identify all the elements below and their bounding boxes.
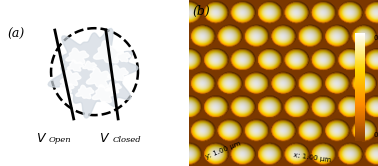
- Text: Closed: Closed: [113, 136, 141, 144]
- Text: (a): (a): [8, 28, 25, 41]
- Text: y: 1.00 μm: y: 1.00 μm: [204, 141, 242, 160]
- Polygon shape: [108, 65, 128, 81]
- Polygon shape: [60, 70, 81, 85]
- Polygon shape: [83, 61, 96, 70]
- Polygon shape: [66, 48, 89, 64]
- Polygon shape: [58, 82, 74, 93]
- Text: x: 1.00 μm: x: 1.00 μm: [293, 152, 331, 164]
- Polygon shape: [67, 60, 84, 71]
- Polygon shape: [115, 50, 131, 62]
- Text: 0.21 μm: 0.21 μm: [374, 35, 378, 41]
- Polygon shape: [48, 29, 138, 118]
- Text: 0.00 μm: 0.00 μm: [374, 132, 378, 138]
- Polygon shape: [105, 82, 121, 93]
- Polygon shape: [92, 85, 115, 103]
- Polygon shape: [76, 85, 94, 99]
- Text: (b): (b): [193, 5, 211, 18]
- Polygon shape: [93, 41, 123, 63]
- Text: $V$: $V$: [99, 132, 110, 145]
- Polygon shape: [86, 67, 112, 87]
- Text: $V$: $V$: [36, 132, 47, 145]
- Text: Open: Open: [49, 136, 72, 144]
